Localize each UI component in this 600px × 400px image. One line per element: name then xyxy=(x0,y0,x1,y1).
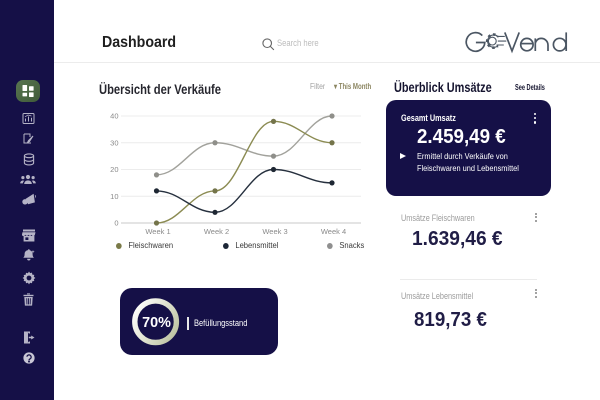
svg-text:Week 2: Week 2 xyxy=(204,227,229,236)
svg-text:Week 1: Week 1 xyxy=(145,227,170,236)
svg-text:Week 4: Week 4 xyxy=(321,227,346,236)
svg-text:40: 40 xyxy=(110,112,118,121)
svg-text:0: 0 xyxy=(114,219,118,228)
svg-text:30: 30 xyxy=(110,138,118,147)
svg-text:10: 10 xyxy=(110,192,118,201)
svg-text:20: 20 xyxy=(110,165,118,174)
svg-text:Week 3: Week 3 xyxy=(262,227,287,236)
